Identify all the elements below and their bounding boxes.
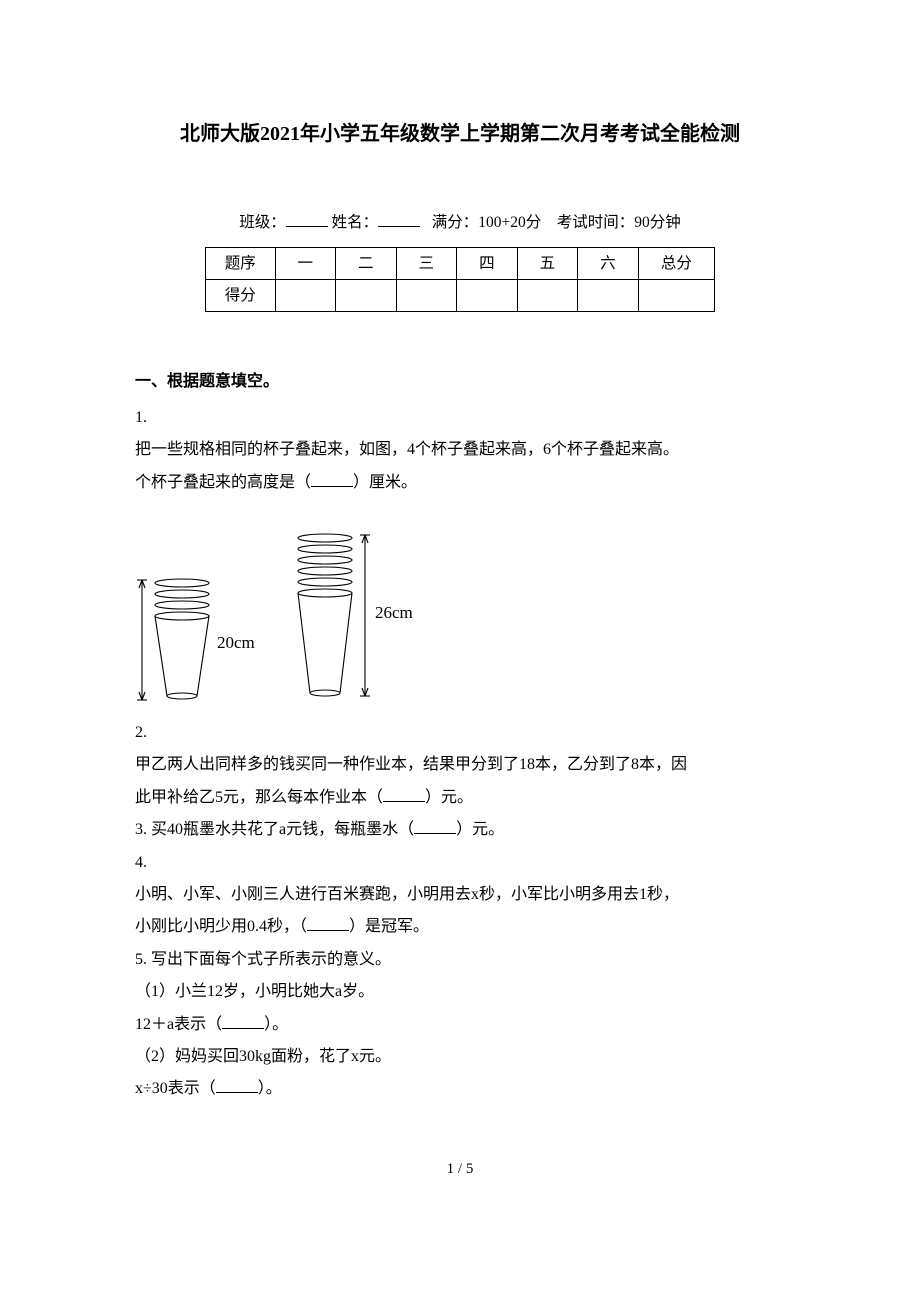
q5-intro: 写出下面每个式子所表示的意义。 bbox=[147, 951, 391, 968]
q1-text-b: 个杯子叠起来的高度是（ ）厘米。 bbox=[135, 468, 785, 498]
fill-blank bbox=[307, 930, 349, 931]
full-score-label: 满分： bbox=[432, 214, 479, 231]
cup-stack-4-icon: 20cm bbox=[135, 538, 265, 708]
row-header-label: 题序 bbox=[206, 248, 276, 280]
q1-text-a: 把一些规格相同的杯子叠起来，如图，4个杯子叠起来高，6个杯子叠起来高。 bbox=[135, 435, 785, 465]
dim-20cm: 20cm bbox=[217, 633, 255, 652]
table-row: 题序 一 二 三 四 五 六 总分 bbox=[206, 248, 715, 280]
score-cell bbox=[457, 280, 518, 312]
q1-num: 1. bbox=[135, 403, 785, 433]
full-score-value: 100+20分 bbox=[478, 214, 541, 231]
col-2: 二 bbox=[336, 248, 397, 280]
fill-blank bbox=[414, 833, 456, 834]
time-label: 考试时间： bbox=[557, 214, 635, 231]
col-total: 总分 bbox=[638, 248, 714, 280]
q5-p2-label: （2）妈妈买回30kg面粉，花了x元。 bbox=[135, 1042, 785, 1072]
page-number: 1 / 5 bbox=[135, 1155, 785, 1184]
q4-b-pre: 小刚比小明少用0.4秒，（ bbox=[135, 918, 307, 935]
name-label: 姓名： bbox=[332, 214, 379, 231]
q3-num: 3. bbox=[135, 821, 147, 838]
fill-blank bbox=[222, 1028, 264, 1029]
q5-p1-expr: 12＋a表示（ ）。 bbox=[135, 1010, 785, 1040]
q5-p1-post: ）。 bbox=[264, 1016, 288, 1033]
name-blank bbox=[378, 226, 420, 227]
cup-stack-6-icon: 26cm bbox=[287, 518, 427, 708]
section-1-heading: 一、根据题意填空。 bbox=[135, 367, 785, 397]
q4-text-a: 小明、小军、小刚三人进行百米赛跑，小明用去x秒，小军比小明多用去1秒， bbox=[135, 880, 785, 910]
col-1: 一 bbox=[275, 248, 336, 280]
class-blank bbox=[286, 226, 328, 227]
q1-b-post: ）厘米。 bbox=[353, 474, 417, 491]
q4-b-post: ）是冠军。 bbox=[349, 918, 429, 935]
q5-p2-pre: x÷30表示（ bbox=[135, 1080, 216, 1097]
fill-blank bbox=[216, 1092, 258, 1093]
q4-num: 4. bbox=[135, 848, 785, 878]
q3-pre: 买40瓶墨水共花了a元钱，每瓶墨水（ bbox=[147, 821, 414, 838]
q4-text-b: 小刚比小明少用0.4秒，（ ）是冠军。 bbox=[135, 912, 785, 942]
cups-figure: 20cm 26cm bbox=[135, 518, 785, 708]
score-header-label: 得分 bbox=[206, 280, 276, 312]
score-cell bbox=[638, 280, 714, 312]
table-row: 得分 bbox=[206, 280, 715, 312]
q5-p1-label: （1）小兰12岁，小明比她大a岁。 bbox=[135, 977, 785, 1007]
q5-p2-post: ）。 bbox=[258, 1080, 282, 1097]
q1-b-pre: 个杯子叠起来的高度是（ bbox=[135, 474, 311, 491]
score-cell bbox=[517, 280, 578, 312]
col-5: 五 bbox=[517, 248, 578, 280]
q3: 3. 买40瓶墨水共花了a元钱，每瓶墨水（ ）元。 bbox=[135, 815, 785, 845]
q5-p2-expr: x÷30表示（ ）。 bbox=[135, 1074, 785, 1104]
col-3: 三 bbox=[396, 248, 457, 280]
exam-info-line: 班级： 姓名： 满分：100+20分 考试时间：90分钟 bbox=[135, 208, 785, 237]
q5-p1-pre: 12＋a表示（ bbox=[135, 1016, 222, 1033]
q2-text-b: 此甲补给乙5元，那么每本作业本（ ）元。 bbox=[135, 783, 785, 813]
q2-b-post: ）元。 bbox=[425, 789, 473, 806]
q2-num: 2. bbox=[135, 718, 785, 748]
exam-title: 北师大版2021年小学五年级数学上学期第二次月考考试全能检测 bbox=[135, 115, 785, 153]
col-4: 四 bbox=[457, 248, 518, 280]
class-label: 班级： bbox=[239, 214, 286, 231]
q2-text-a: 甲乙两人出同样多的钱买同一种作业本，结果甲分到了18本，乙分到了8本，因 bbox=[135, 750, 785, 780]
q3-post: ）元。 bbox=[456, 821, 504, 838]
q2-b-pre: 此甲补给乙5元，那么每本作业本（ bbox=[135, 789, 383, 806]
score-cell bbox=[396, 280, 457, 312]
dim-26cm: 26cm bbox=[375, 603, 413, 622]
col-6: 六 bbox=[578, 248, 639, 280]
score-cell bbox=[578, 280, 639, 312]
score-table: 题序 一 二 三 四 五 六 总分 得分 bbox=[205, 247, 715, 312]
q5-line1: 5. 写出下面每个式子所表示的意义。 bbox=[135, 945, 785, 975]
score-cell bbox=[336, 280, 397, 312]
time-value: 90分钟 bbox=[634, 214, 681, 231]
fill-blank bbox=[311, 486, 353, 487]
score-cell bbox=[275, 280, 336, 312]
q5-num: 5. bbox=[135, 951, 147, 968]
fill-blank bbox=[383, 801, 425, 802]
